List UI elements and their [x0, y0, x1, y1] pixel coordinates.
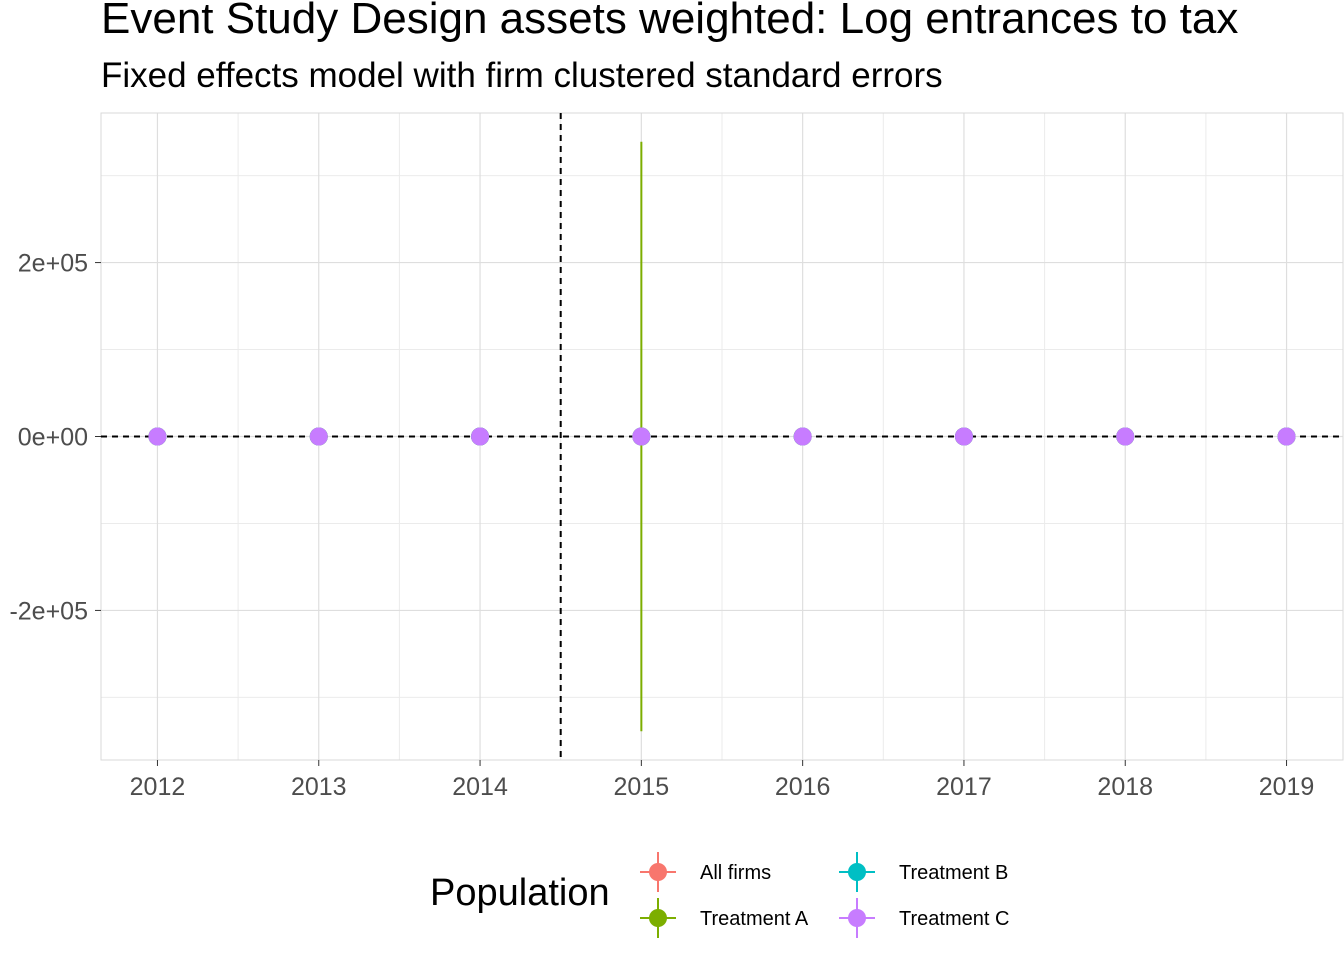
- legend-label: Treatment A: [700, 908, 809, 930]
- legend-label: Treatment B: [899, 862, 1009, 884]
- legend-key-icon: [640, 852, 676, 892]
- legend: Population All firms Treatment A Treatment…: [430, 846, 1130, 946]
- data-point: [148, 427, 167, 446]
- x-tick-label: 2014: [452, 773, 508, 801]
- data-point: [632, 427, 651, 446]
- axis-ticks: 2012 2013 2014 2015 2016 2017 2018 2019 2e+05 0e+…: [9, 250, 1314, 801]
- reference-lines: [101, 113, 1343, 760]
- x-tick-label: 2012: [130, 773, 186, 801]
- legend-key-point: [848, 863, 866, 881]
- data-point: [309, 427, 328, 446]
- y-tick-label: -2e+05: [9, 597, 88, 625]
- legend-key-point: [848, 909, 866, 927]
- data-point: [1116, 427, 1135, 446]
- x-tick-label: 2019: [1259, 773, 1315, 801]
- data-point: [1277, 427, 1296, 446]
- legend-key-icon: [640, 898, 676, 938]
- data-points: [148, 427, 1296, 446]
- data-point: [954, 427, 973, 446]
- legend-key-icon: [839, 898, 875, 938]
- y-tick-label: 0e+00: [18, 424, 88, 452]
- legend-key-point: [649, 863, 667, 881]
- legend-label: Treatment C: [899, 908, 1010, 930]
- x-tick-label: 2018: [1097, 773, 1153, 801]
- x-tick-label: 2013: [291, 773, 347, 801]
- x-tick-label: 2015: [614, 773, 670, 801]
- legend-key-icon: [839, 852, 875, 892]
- chart-title: Event Study Design assets weighted: Log …: [101, 0, 1239, 43]
- legend-label: All firms: [700, 862, 772, 884]
- x-tick-label: 2016: [775, 773, 831, 801]
- y-tick-label: 2e+05: [18, 250, 88, 278]
- legend-title: Population: [430, 872, 610, 914]
- data-point: [793, 427, 812, 446]
- data-point: [471, 427, 490, 446]
- chart-subtitle: Fixed effects model with firm clustered …: [101, 56, 943, 95]
- x-tick-label: 2017: [936, 773, 992, 801]
- legend-key-point: [649, 909, 667, 927]
